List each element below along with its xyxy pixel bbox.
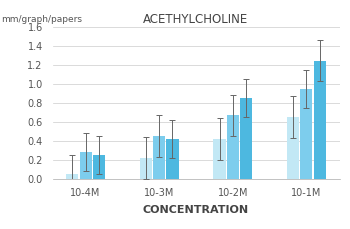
Bar <box>140 158 152 179</box>
Bar <box>66 174 78 179</box>
Bar <box>166 139 178 179</box>
Bar <box>300 89 313 179</box>
Bar <box>79 152 92 179</box>
Bar <box>227 115 239 179</box>
Bar <box>153 136 165 179</box>
Text: mm/graph/papers: mm/graph/papers <box>1 15 82 25</box>
Title: ACETHYLCHOLINE: ACETHYLCHOLINE <box>144 13 248 26</box>
Bar <box>314 60 326 179</box>
Bar <box>93 155 105 179</box>
Bar <box>240 98 252 179</box>
X-axis label: CONCENTRATION: CONCENTRATION <box>143 205 249 215</box>
Bar <box>287 117 299 179</box>
Bar <box>214 139 226 179</box>
